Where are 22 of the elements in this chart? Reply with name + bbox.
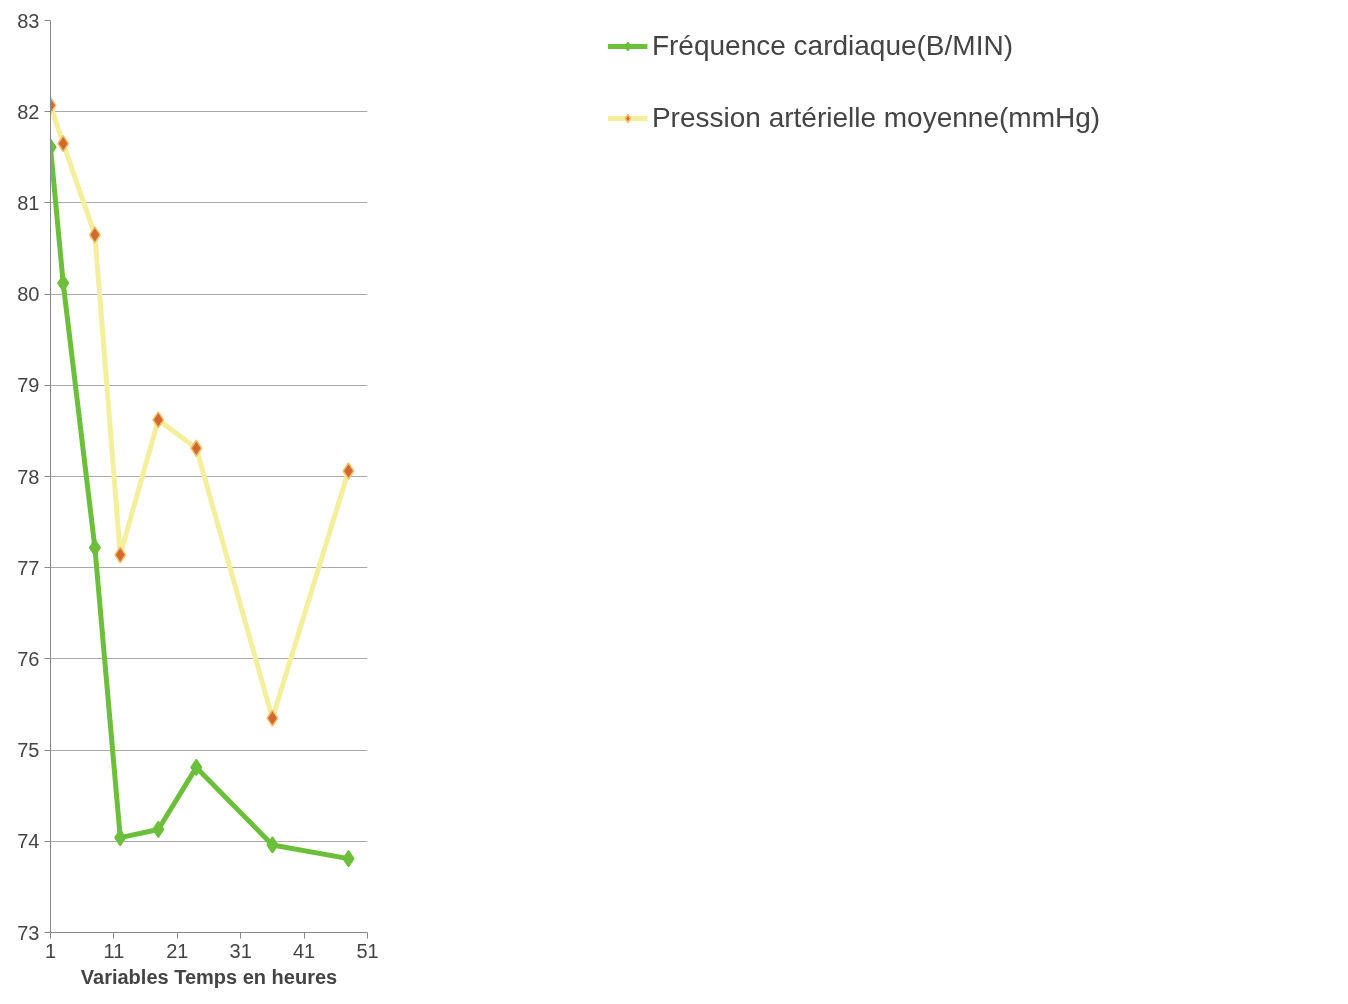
y-tick-label: 83: [17, 9, 40, 32]
y-tick-label: 73: [17, 921, 40, 944]
y-tick-label: 75: [17, 739, 40, 762]
x-tick-label: 21: [166, 939, 189, 962]
legend-label: Fréquence cardiaque(B/MIN): [651, 30, 1014, 62]
x-tick-label: 31: [229, 939, 252, 962]
y-tick-label: 80: [17, 283, 40, 306]
x-tick-label: 51: [356, 939, 379, 962]
y-tick-label: 74: [17, 830, 40, 853]
y-tick-label: 78: [17, 465, 40, 488]
y-tick-label: 82: [17, 100, 40, 123]
x-axis-title: Variables Temps en heures: [80, 965, 338, 988]
y-tick-label: 77: [17, 556, 40, 579]
x-tick-label: 1: [44, 939, 57, 962]
legend-label: Pression artérielle moyenne(mmHg): [651, 102, 1101, 134]
x-tick-label: 41: [292, 939, 316, 962]
y-tick-label: 79: [17, 374, 40, 397]
y-tick-label: 81: [17, 191, 40, 214]
point: [57, 274, 70, 292]
point: [266, 836, 279, 854]
y-tick-label: 76: [17, 647, 40, 670]
x-tick-label: 11: [103, 939, 125, 962]
